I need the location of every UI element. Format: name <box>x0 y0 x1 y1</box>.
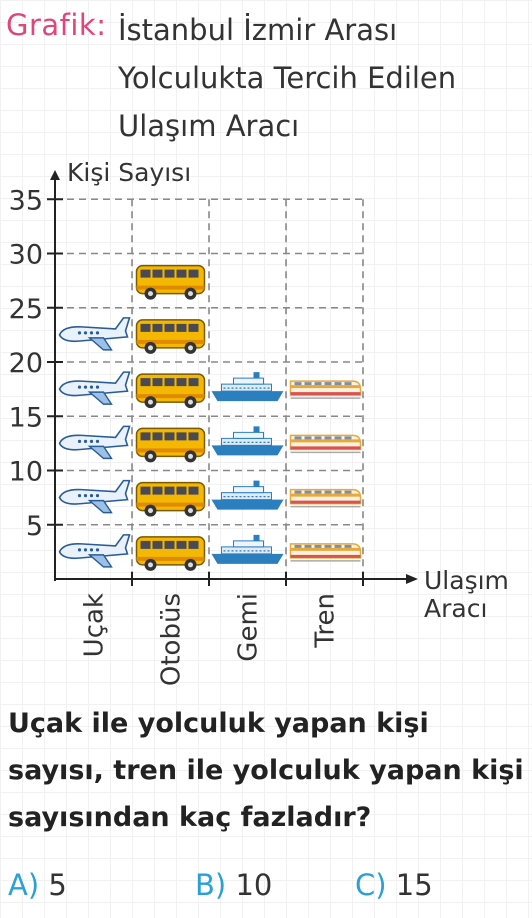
option-b-letter: B) <box>195 868 227 902</box>
option-c[interactable]: C) 15 <box>355 868 433 902</box>
category-label: Uçak <box>80 593 110 657</box>
y-tick-label: 15 <box>9 402 43 433</box>
y-tick-label: 30 <box>9 240 43 271</box>
airplane-icon <box>58 479 131 514</box>
option-a-value: 5 <box>48 868 67 902</box>
option-c-value: 15 <box>395 868 433 902</box>
airplane-icon <box>58 317 131 351</box>
y-tick-label: 20 <box>9 348 43 379</box>
train-icon <box>289 434 362 454</box>
train-icon <box>289 488 362 508</box>
train-icon <box>289 543 362 562</box>
ship-icon <box>211 426 284 456</box>
ship-icon <box>211 372 284 402</box>
bus-icon <box>135 536 206 571</box>
option-b-value: 10 <box>235 868 273 902</box>
option-a-letter: A) <box>8 868 40 902</box>
ship-icon <box>211 480 284 510</box>
ship-icon <box>211 534 284 564</box>
pictograph-chart: 5 10 15 20 25 30 35 Kişi Sayısı Ulaşım Aracı Uçak O… <box>9 158 509 686</box>
bus-icon <box>135 319 206 354</box>
train-icon <box>289 380 362 399</box>
airplane-icon <box>58 425 131 460</box>
bus-icon <box>135 264 206 300</box>
chart-title: İstanbul İzmir Arası Yolculukta Tercih E… <box>118 13 457 143</box>
x-axis-label: Ulaşım Aracı <box>424 566 509 623</box>
y-tick-label: 35 <box>9 185 43 216</box>
airplane-icon <box>58 371 131 405</box>
y-tick-label: 25 <box>9 294 43 325</box>
x-axis-arrow <box>406 574 418 584</box>
category-label: Gemi <box>234 593 264 662</box>
bus-icon <box>135 481 206 517</box>
option-b[interactable]: B) 10 <box>195 868 272 902</box>
bus-icon <box>135 373 206 409</box>
airplane-icon <box>58 534 131 568</box>
y-tick-label: 10 <box>9 457 43 488</box>
category-label: Tren <box>311 593 341 649</box>
question-text: Uçak ile yolculuk yapan kişi sayısı, tre… <box>8 708 524 833</box>
chart-title-label: Grafik: <box>6 8 107 42</box>
y-axis-arrow <box>50 170 60 180</box>
bus-icon <box>135 427 206 463</box>
option-c-letter: C) <box>355 868 387 902</box>
y-axis-label: Kişi Sayısı <box>67 158 191 187</box>
y-tick-label: 5 <box>26 511 43 542</box>
option-a[interactable]: A) 5 <box>8 868 67 902</box>
category-label: Otobüs <box>157 593 187 686</box>
